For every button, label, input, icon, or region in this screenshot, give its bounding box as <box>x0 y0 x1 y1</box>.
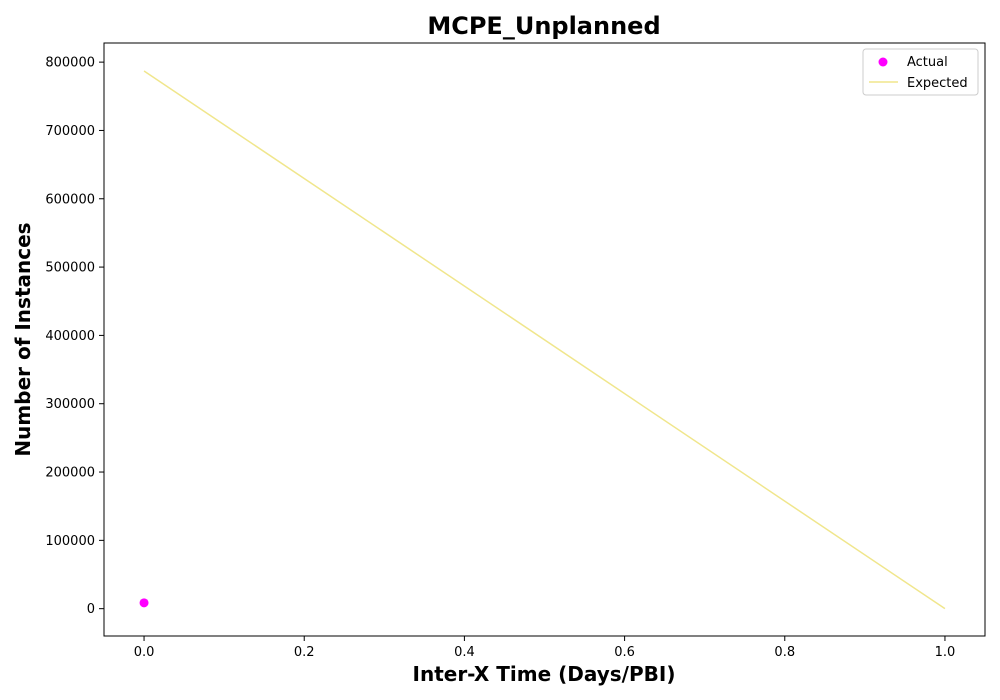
y-tick-label: 400000 <box>45 329 95 344</box>
x-tick-label: 0.8 <box>774 645 795 660</box>
y-tick-label: 800000 <box>45 56 95 71</box>
legend: Actual Expected <box>862 48 979 96</box>
legend-label-actual: Actual <box>907 55 948 70</box>
legend-marker-actual <box>878 57 888 67</box>
y-tick-label: 600000 <box>45 192 95 207</box>
y-axis-title: Number of Instances <box>11 222 35 456</box>
x-axis-title: Inter-X Time (Days/PBI) <box>413 662 676 686</box>
y-tick-label: 700000 <box>45 124 95 139</box>
actual-point <box>139 598 149 608</box>
y-axis: 0 100000 200000 300000 400000 500000 600000 700… <box>45 56 104 617</box>
x-tick-label: 0.6 <box>614 645 635 660</box>
x-tick-label: 0.0 <box>134 645 155 660</box>
x-tick-label: 0.2 <box>294 645 315 660</box>
expected-line <box>143 70 946 610</box>
legend-label-expected: Expected <box>907 76 968 91</box>
y-tick-label: 0 <box>87 602 95 617</box>
chart-title: MCPE_Unplanned <box>427 12 660 40</box>
x-tick-label: 1.0 <box>935 645 956 660</box>
x-tick-label: 0.4 <box>454 645 475 660</box>
series-layer <box>139 70 946 610</box>
x-axis: 0.0 0.2 0.4 0.6 0.8 1.0 <box>134 636 956 660</box>
y-tick-label: 300000 <box>45 397 95 412</box>
legend-box <box>862 48 979 96</box>
y-tick-label: 100000 <box>45 534 95 549</box>
y-tick-label: 200000 <box>45 466 95 481</box>
y-tick-label: 500000 <box>45 261 95 276</box>
